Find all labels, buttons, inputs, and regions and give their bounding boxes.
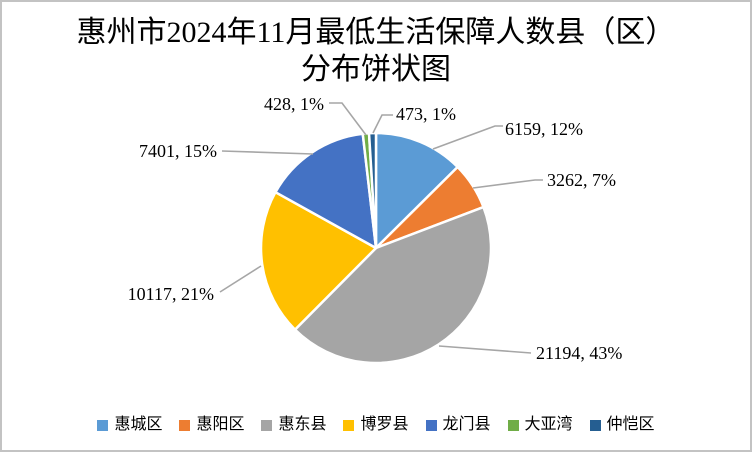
data-label-惠城区: 6159, 12% [505,119,583,139]
legend-label-惠城区: 惠城区 [114,416,163,433]
legend-label-龙门县: 龙门县 [442,416,491,433]
legend-item-龙门县: 龙门县 [425,416,491,434]
legend-marker-惠城区 [97,419,109,431]
legend-label-仲恺区: 仲恺区 [606,416,655,433]
legend-marker-惠阳区 [179,419,191,431]
data-label-龙门县: 7401, 15% [139,141,217,161]
pie-slice-博罗县 [259,190,378,331]
legend-item-惠东县: 惠东县 [261,416,326,434]
legend-marker-大亚湾 [507,419,519,431]
pie-slice-龙门县 [274,132,378,250]
legend-marker-仲恺区 [589,419,601,431]
leader-line-仲恺区 [372,114,393,134]
leader-line-惠东县 [438,345,532,354]
legend-label-大亚湾: 大亚湾 [524,416,573,433]
legend-marker-惠东县 [261,419,273,431]
chart-title: 惠州市2024年11月最低生活保障人数县（区） 分布饼状图 [2,14,750,88]
leader-line-龙门县 [221,150,314,155]
pie-slice-惠城区 [374,131,459,250]
legend-marker-龙门县 [425,419,437,431]
chart-title-line2: 分布饼状图 [301,53,451,86]
legend-label-惠阳区: 惠阳区 [196,416,245,433]
leader-line-博罗县 [219,265,262,293]
legend-item-仲恺区: 仲恺区 [589,416,655,434]
legend-item-惠城区: 惠城区 [97,416,162,434]
legend-label-惠东县: 惠东县 [278,416,327,433]
legend-label-博罗县: 博罗县 [360,416,409,433]
data-label-大亚湾: 428, 1% [264,94,324,114]
data-label-惠阳区: 3262, 7% [547,170,616,190]
legend-item-大亚湾: 大亚湾 [507,416,573,434]
data-label-惠东县: 21194, 43% [536,343,622,363]
leader-line-惠城区 [432,125,503,150]
chart-legend: 惠城区 惠阳区 惠东县 博罗县 龙门县 大亚湾 仲恺区 [2,416,750,434]
pie-slice-惠东县 [293,205,493,365]
leader-line-惠阳区 [472,179,543,189]
pie-slice-仲恺区 [367,131,378,250]
legend-marker-博罗县 [343,419,355,431]
legend-item-博罗县: 博罗县 [343,416,409,434]
data-label-博罗县: 10117, 21% [128,284,214,304]
data-label-仲恺区: 473, 1% [396,104,456,124]
legend-item-惠阳区: 惠阳区 [179,416,244,434]
leader-line-大亚湾 [329,102,367,136]
chart-title-line1: 惠州市2024年11月最低生活保障人数县（区） [76,16,676,49]
